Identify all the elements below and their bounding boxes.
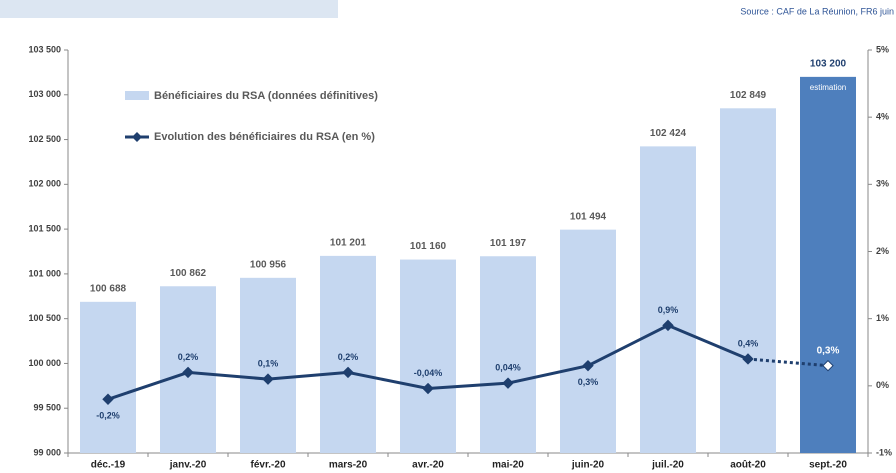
legend-marker (132, 132, 142, 142)
bar (240, 277, 296, 453)
y-tick-label: 102 000 (28, 179, 61, 189)
x-tick-label: déc.-19 (91, 460, 126, 471)
bar-value-label: 101 197 (490, 238, 527, 249)
bar (640, 146, 696, 454)
bar (720, 108, 776, 454)
bar-value-label: 103 200 (810, 59, 847, 70)
bar (320, 255, 376, 453)
bar (800, 76, 856, 453)
bar (560, 229, 616, 453)
line-marker (822, 359, 834, 372)
y2-tick-label: 1% (876, 313, 889, 323)
y2-tick-label: 5% (876, 44, 889, 54)
bar-value-label: 101 201 (330, 238, 367, 249)
y-tick-label: 103 000 (28, 89, 61, 99)
bar-value-label: 102 849 (730, 90, 767, 101)
x-tick-label: juil.-20 (651, 460, 684, 471)
bar-value-label: 101 494 (570, 211, 607, 222)
legend-swatch (125, 91, 149, 100)
line-marker (182, 366, 194, 379)
legend-label: Evolution des bénéficiaires du RSA (en %… (154, 131, 375, 143)
bar (480, 256, 536, 453)
y2-tick-label: 4% (876, 112, 889, 122)
line-value-label: 0,9% (658, 305, 679, 315)
line-marker (422, 382, 434, 395)
y-tick-label: 102 500 (28, 134, 61, 144)
y-tick-label: 100 500 (28, 313, 61, 323)
bar-value-label: 102 424 (650, 128, 687, 139)
y-tick-label: 99 500 (33, 403, 61, 413)
y-tick-label: 103 500 (28, 44, 61, 54)
line-marker (662, 319, 674, 332)
x-tick-label: sept.-20 (809, 460, 847, 471)
legend-label: Bénéficiaires du RSA (données définitive… (154, 90, 378, 102)
bar (400, 259, 456, 453)
y-tick-label: 99 000 (33, 447, 61, 457)
bar-value-label: 100 956 (250, 259, 287, 270)
line-marker (342, 366, 354, 379)
line-marker (742, 353, 754, 365)
x-tick-label: mars-20 (329, 460, 368, 471)
bar-value-label: 100 862 (170, 268, 207, 279)
y2-tick-label: 0% (876, 380, 889, 390)
line-marker (262, 373, 274, 385)
x-tick-label: avr.-20 (412, 460, 444, 471)
x-tick-label: mai-20 (492, 460, 524, 471)
line-marker (102, 393, 114, 405)
y2-tick-label: 3% (876, 179, 889, 189)
line-value-label: 0,3% (817, 345, 840, 356)
y2-tick-label: -1% (876, 447, 892, 457)
x-tick-label: févr.-20 (250, 460, 285, 471)
line-value-label: 0,4% (738, 338, 759, 348)
y-tick-label: 101 500 (28, 223, 61, 233)
line-value-label: -0,04% (414, 368, 443, 378)
bar (80, 301, 136, 453)
x-tick-label: janv.-20 (169, 460, 207, 471)
line-value-label: 0,3% (578, 377, 599, 387)
y-tick-label: 101 000 (28, 268, 61, 278)
x-tick-label: août-20 (730, 460, 766, 471)
y2-tick-label: 2% (876, 246, 889, 256)
source: Source : CAF de La Réunion, FR6 juin (740, 6, 894, 16)
line-marker (502, 377, 514, 389)
bar-value-label: 101 160 (410, 241, 447, 252)
line-marker (582, 359, 594, 372)
line-value-label: -0,2% (96, 411, 120, 421)
header-band (0, 0, 338, 18)
line-estimate (747, 357, 829, 368)
line-value-label: 0,1% (258, 358, 279, 368)
bar-value-label: 100 688 (90, 283, 127, 294)
y-tick-label: 100 000 (28, 358, 61, 368)
x-tick-label: juin-20 (571, 460, 605, 471)
line-value-label: 0,2% (338, 352, 359, 362)
line-value-label: 0,04% (495, 363, 521, 373)
annotation: estimation (810, 83, 846, 92)
line-value-label: 0,2% (178, 352, 199, 362)
